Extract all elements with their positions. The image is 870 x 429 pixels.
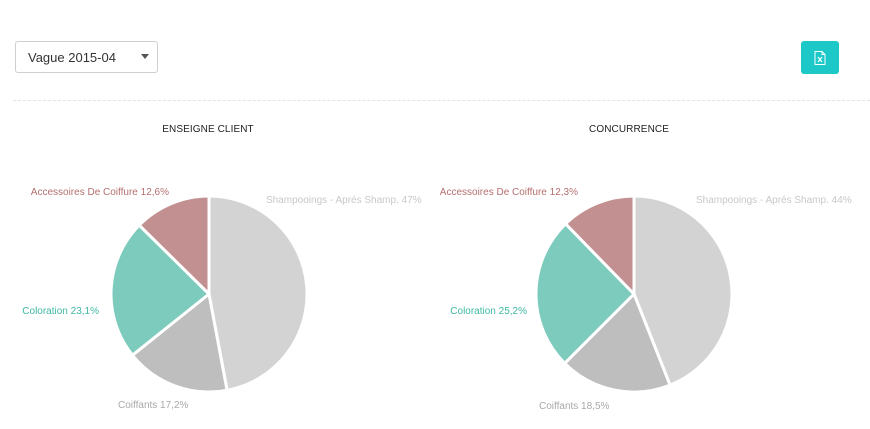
export-excel-button[interactable] <box>801 41 839 74</box>
pie-slice-shampoo-client[interactable] <box>207 194 309 392</box>
wave-select[interactable]: Vague 2015-04 <box>15 41 158 73</box>
chevron-down-icon <box>141 54 149 59</box>
pie-slice-accessoires-client[interactable] <box>137 194 211 296</box>
chart-title-client: ENSEIGNE CLIENT <box>162 124 254 135</box>
pie-slice-shampoo-concurrence[interactable] <box>632 194 734 387</box>
slice-label-shampoo-client: Shampooings - Aprés Shamp. 47% <box>266 195 422 206</box>
pie-slice-coloration-concurrence[interactable] <box>534 222 636 365</box>
slice-label-accessoires-client: Accessoires De Coiffure 12,6% <box>31 187 169 198</box>
chart-title-concurrence: CONCURRENCE <box>589 124 669 135</box>
slice-label-accessoires-concurrence: Accessoires De Coiffure 12,3% <box>440 187 578 198</box>
excel-file-icon <box>814 50 826 65</box>
slice-label-shampoo-concurrence: Shampooings - Aprés Shamp. 44% <box>696 195 852 206</box>
pie-slice-coloration-client[interactable] <box>109 223 211 357</box>
slice-label-coloration-client: Coloration 23,1% <box>22 306 99 317</box>
pie-slice-coiffants-concurrence[interactable] <box>563 292 672 394</box>
section-divider <box>13 100 870 101</box>
slice-label-coiffants-concurrence: Coiffants 18,5% <box>539 401 610 412</box>
slice-label-coiffants-client: Coiffants 17,2% <box>118 400 189 411</box>
wave-select-value: Vague 2015-04 <box>28 50 116 65</box>
pie-slice-coiffants-client[interactable] <box>130 292 229 394</box>
pie-slice-accessoires-concurrence[interactable] <box>564 194 636 296</box>
slice-label-coloration-concurrence: Coloration 25,2% <box>450 306 527 317</box>
